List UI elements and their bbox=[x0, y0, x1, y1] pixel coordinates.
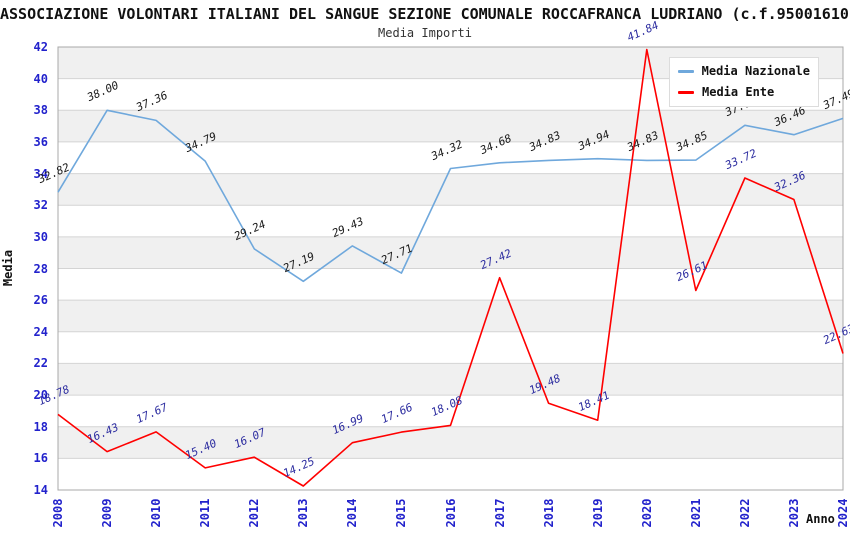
stripe-band bbox=[58, 363, 843, 396]
y-tick-label: 32 bbox=[33, 198, 48, 213]
x-tick-label: 2023 bbox=[786, 498, 801, 528]
page-title-wrap: ASSOCIAZIONE VOLONTARI ITALIANI DEL SANG… bbox=[0, 4, 850, 24]
y-tick-label: 36 bbox=[33, 134, 48, 149]
y-tick-label: 16 bbox=[33, 451, 48, 466]
legend-item-media-ente: Media Ente bbox=[678, 85, 810, 99]
x-axis-title: Anno bbox=[806, 512, 835, 526]
y-tick-label: 22 bbox=[33, 356, 48, 371]
plot-border bbox=[57, 46, 844, 491]
stripe-band bbox=[58, 173, 843, 206]
legend-item-media-nazionale: Media Nazionale bbox=[678, 64, 810, 78]
x-tick-label: 2008 bbox=[51, 498, 65, 528]
x-tick-label: 2010 bbox=[149, 498, 164, 528]
x-tick-label: 2021 bbox=[688, 498, 703, 528]
chart-subtitle: Media Importi bbox=[378, 26, 472, 40]
y-tick-label: 18 bbox=[33, 419, 48, 434]
y-tick-label: 30 bbox=[33, 229, 48, 244]
y-tick-label: 28 bbox=[33, 261, 48, 276]
x-tick-label: 2016 bbox=[443, 498, 458, 528]
x-tick-label: 2014 bbox=[345, 498, 360, 528]
y-tick-label: 40 bbox=[33, 71, 48, 86]
legend-swatch-blue-line-icon bbox=[678, 69, 694, 73]
y-tick-label: 34 bbox=[33, 166, 48, 181]
x-tick-label: 2015 bbox=[394, 498, 409, 528]
x-tick-label: 2017 bbox=[492, 498, 507, 528]
y-tick-label: 26 bbox=[33, 293, 48, 308]
legend-label-media-ente: Media Ente bbox=[702, 85, 775, 99]
y-tick-label: 14 bbox=[33, 483, 48, 497]
x-tick-label: 2018 bbox=[541, 498, 556, 528]
y-tick-label: 42 bbox=[33, 40, 48, 54]
y-axis-title: Media bbox=[1, 249, 15, 287]
legend: Media Nazionale Media Ente bbox=[669, 57, 819, 107]
x-tick-label: 2022 bbox=[737, 498, 752, 528]
y-tick-label: 20 bbox=[33, 388, 48, 403]
legend-swatch-red-line-icon bbox=[678, 90, 694, 94]
stripe-band bbox=[58, 236, 843, 269]
x-tick-label: 2020 bbox=[639, 498, 654, 528]
y-tick-label: 38 bbox=[33, 103, 48, 118]
stripe-band bbox=[58, 426, 843, 459]
legend-label-media-nazionale: Media Nazionale bbox=[701, 64, 810, 78]
series-line-0 bbox=[57, 109, 844, 283]
stripe-band bbox=[58, 110, 843, 142]
x-tick-label: 2012 bbox=[247, 498, 262, 528]
x-tick-label: 2013 bbox=[296, 498, 311, 528]
x-tick-label: 2011 bbox=[198, 498, 213, 528]
y-tick-label: 24 bbox=[33, 324, 48, 339]
stripe-band bbox=[58, 300, 843, 332]
x-tick-label: 2009 bbox=[100, 498, 115, 528]
x-tick-label: 2019 bbox=[590, 498, 605, 528]
page-title: ASSOCIAZIONE VOLONTARI ITALIANI DEL SANG… bbox=[0, 5, 850, 23]
x-tick-label: 2024 bbox=[836, 498, 850, 528]
series-line-1 bbox=[57, 48, 844, 487]
